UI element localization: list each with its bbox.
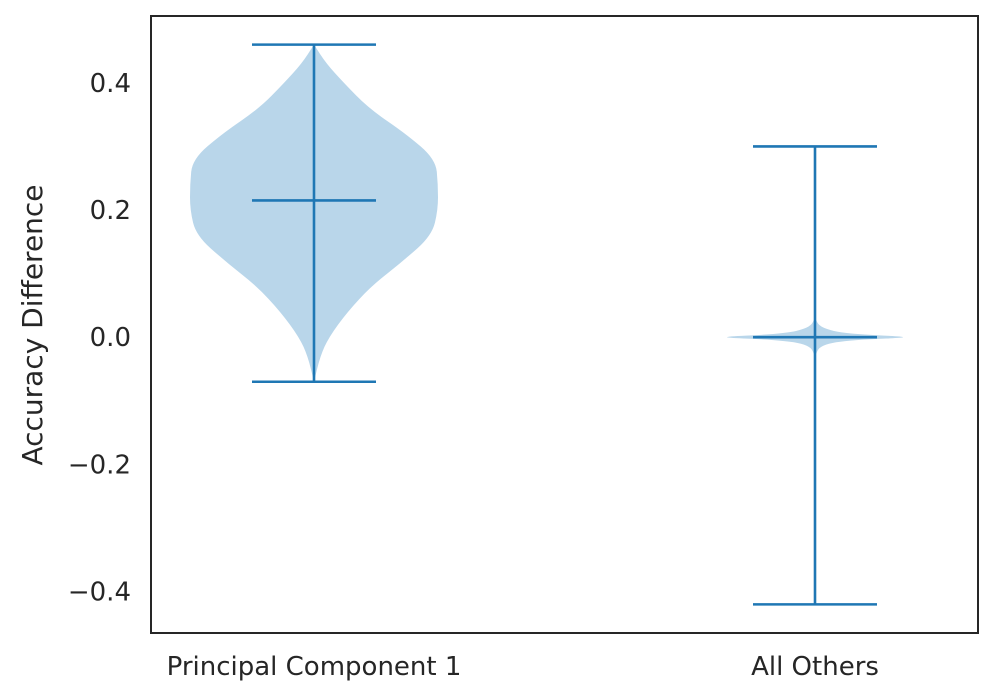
y-tick-label: −0.2 xyxy=(68,450,131,480)
y-tick-label: 0.2 xyxy=(90,196,131,226)
y-axis-ticks: 0.4 0.2 0.0 −0.2 −0.4 xyxy=(68,69,131,608)
x-tick-label: All Others xyxy=(751,652,879,682)
violin-bodies xyxy=(190,44,904,382)
x-tick-label: Principal Component 1 xyxy=(167,652,462,682)
y-tick-label: −0.4 xyxy=(68,578,131,608)
plot-frame xyxy=(150,15,979,634)
x-axis-ticks: Principal Component 1 All Others xyxy=(167,652,879,682)
y-tick-label: 0.4 xyxy=(90,69,131,99)
y-tick-label: 0.0 xyxy=(90,323,131,353)
y-axis-label: Accuracy Difference xyxy=(16,184,49,465)
violin-stat-lines xyxy=(252,43,877,606)
